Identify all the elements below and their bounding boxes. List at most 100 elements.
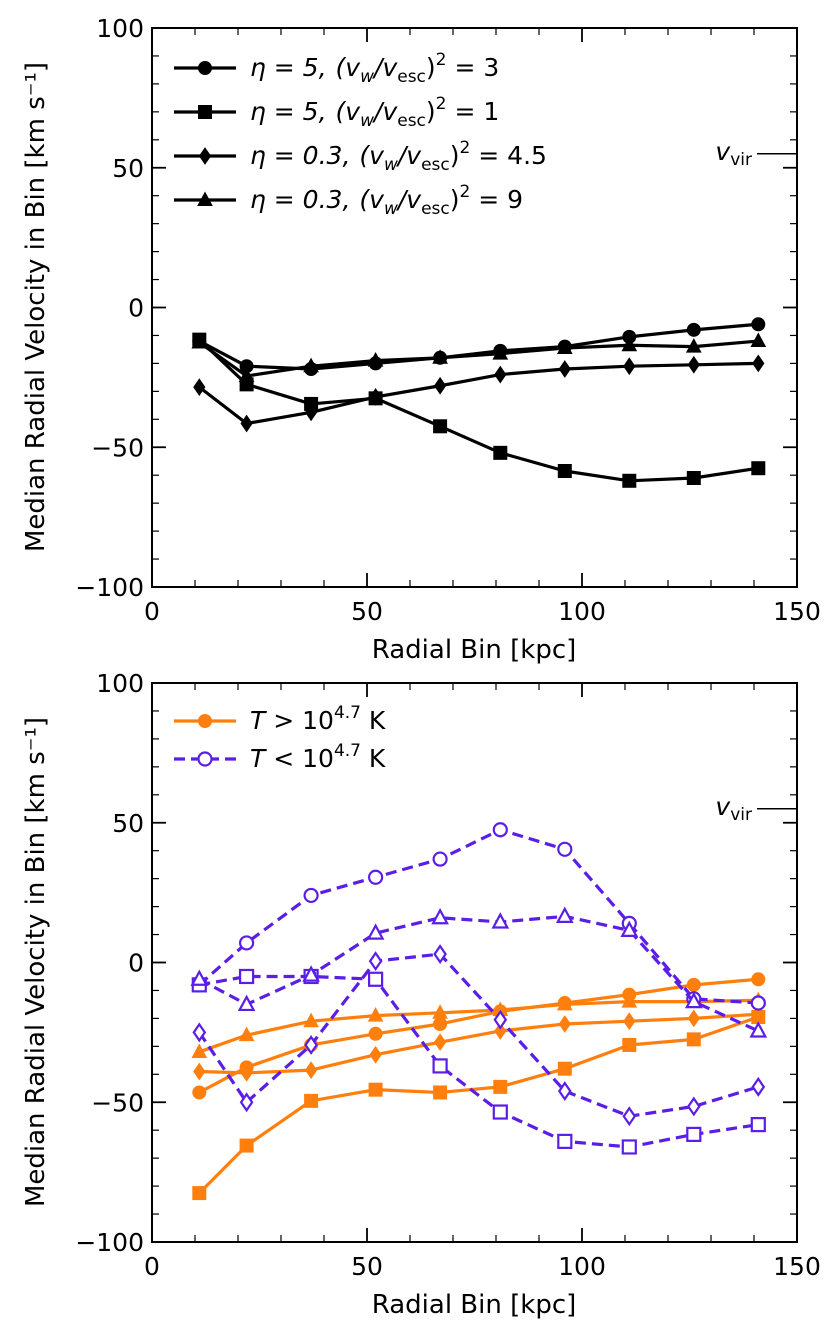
bottom-series-5 <box>191 822 766 1011</box>
bottom-panel: 0 50 100 150 −100 −50 0 50 100 vvir T > 104.7 K … <box>21 669 821 1320</box>
top-series-4-point <box>367 352 384 367</box>
bottom-legend-marker-hot <box>198 714 212 728</box>
bottom-legend: T > 104.7 K T < 104.7 K <box>174 703 386 773</box>
svg-text:η = 0.3,(vw/vesc)2 = 9: η = 0.3, (vw/vesc)2 = 9 <box>250 182 523 219</box>
top-series-3 <box>193 354 765 433</box>
top-series-3-point <box>687 355 700 374</box>
top-legend-marker-1 <box>198 61 212 75</box>
top-series-3-line <box>198 361 759 426</box>
top-series-4-line <box>198 339 759 378</box>
top-series-4-point <box>432 349 448 364</box>
top-series-1-point <box>686 322 701 337</box>
top-legend-entry-4: η = 0.3, (vw/vesc)2 = 9 <box>250 182 523 219</box>
bottom-series-8-point <box>190 969 209 986</box>
top-legend-marker-2 <box>198 105 212 119</box>
bottom-series-8-line <box>198 914 759 1033</box>
bottom-series-1-line <box>198 977 759 1094</box>
bottom-series-7-point <box>557 1081 572 1102</box>
top-series-3-point <box>623 357 636 376</box>
bottom-series-5-line <box>198 828 759 1005</box>
top-series-2-point <box>557 464 572 479</box>
bottom-y-tick-label: −50 <box>91 1088 144 1117</box>
bottom-series-1-point <box>433 1016 448 1031</box>
top-x-tick-label: 0 <box>144 597 160 626</box>
bottom-series-8-point <box>620 920 639 937</box>
bottom-series-6-point <box>557 1133 573 1149</box>
top-series-2-point <box>433 419 448 434</box>
bottom-series-2-point <box>192 1186 207 1201</box>
bottom-series-7-point <box>622 1106 637 1127</box>
bottom-series-6-point <box>621 1139 637 1155</box>
top-series-3-point <box>193 378 206 397</box>
top-series-1-point <box>751 317 766 332</box>
bottom-series-4-point <box>191 1043 208 1058</box>
bottom-vvir-marker: vvir <box>715 792 797 825</box>
bottom-vvir-label: vvir <box>715 792 752 825</box>
top-series-4-point <box>621 336 638 352</box>
bottom-series-5-point <box>492 822 508 838</box>
bottom-series-2-point <box>368 1082 383 1097</box>
bottom-series-4-line <box>198 998 759 1054</box>
bottom-series-2-point <box>622 1037 637 1052</box>
bottom-series-6-point <box>368 971 384 987</box>
top-legend-entry-2: η = 5, (vw/vesc)2 = 1 <box>250 94 499 131</box>
top-vvir-marker: vvir <box>715 137 797 170</box>
bottom-series-4-point <box>621 993 638 1008</box>
bottom-series-6 <box>191 968 766 1155</box>
bottom-series-1-point <box>192 1085 207 1100</box>
bottom-series-2-point <box>304 1093 319 1108</box>
top-vvir-label: vvir <box>715 137 752 170</box>
bottom-series-1-point <box>686 977 701 992</box>
bottom-series-3-point <box>558 1015 571 1033</box>
bottom-y-axis-label: Median Radial Velocity in Bin [km s⁻¹] <box>21 717 51 1207</box>
top-series-4-point <box>685 338 702 353</box>
top-y-tick-label: 0 <box>128 294 144 323</box>
bottom-series-2-point <box>686 1032 701 1047</box>
top-series-4-point <box>492 345 509 360</box>
bottom-series-1-point <box>368 1026 383 1041</box>
bottom-series-6-point <box>239 968 255 985</box>
bottom-series-8-point <box>431 907 449 925</box>
top-legend-marker-3 <box>198 147 212 165</box>
bottom-series-7-point <box>751 1076 766 1097</box>
top-series-2-point <box>686 470 701 485</box>
bottom-series-5-point <box>303 887 319 904</box>
top-x-tick-label: 150 <box>773 597 821 626</box>
top-legend: η = 5, (vw/vesc)2 = 3 η = 5, (vw/vesc)2 = … <box>174 50 547 219</box>
top-series-3-point <box>558 360 571 378</box>
bottom-y-tick-label: 50 <box>112 809 144 838</box>
bottom-series-6-point <box>686 1126 702 1142</box>
bottom-series-3-point <box>304 1061 318 1079</box>
top-y-tick-label: −100 <box>75 573 144 602</box>
bottom-series-7 <box>192 944 766 1127</box>
top-series-4-point <box>238 367 255 382</box>
top-series-3-point <box>369 388 382 406</box>
bottom-series-4-point <box>303 1012 319 1028</box>
top-series-3-point <box>304 403 318 422</box>
bottom-x-tick-label: 150 <box>773 1252 821 1281</box>
bottom-series-2-line <box>198 1015 759 1195</box>
bottom-series-7-point <box>686 1096 701 1117</box>
bottom-series-4 <box>191 991 767 1058</box>
bottom-series-8-point <box>491 912 510 929</box>
svg-text:η = 5,(vw/vesc)2 = 1: η = 5, (vw/vesc)2 = 1 <box>250 94 499 131</box>
top-plot-marks <box>191 317 767 488</box>
bottom-x-axis-label: Radial Bin [kpc] <box>372 1290 577 1320</box>
bottom-series-3-point <box>687 1009 700 1028</box>
bottom-series-6-point <box>492 1104 508 1120</box>
bottom-x-tick-label: 50 <box>351 1252 383 1281</box>
bottom-series-6-point <box>432 1058 448 1074</box>
bottom-plot-frame <box>151 682 798 1243</box>
top-series-2-point <box>622 473 637 488</box>
top-series-4-point <box>191 333 208 349</box>
bottom-x-tick-label: 100 <box>558 1252 606 1281</box>
top-legend-entry-3: η = 0.3, (vw/vesc)2 = 4.5 <box>250 138 547 175</box>
top-x-axis-label: Radial Bin [kpc] <box>372 635 577 665</box>
bottom-series-5-point <box>239 935 255 951</box>
bottom-ticks: 0 50 100 150 −100 −50 0 50 100 <box>75 669 821 1281</box>
svg-text:T < 104.7 K: T < 104.7 K <box>250 741 386 773</box>
bottom-series-1-point <box>751 972 766 987</box>
top-series-4-point <box>303 357 319 373</box>
svg-text:η = 5,(vw/vesc)2 = 3: η = 5, (vw/vesc)2 = 3 <box>250 50 499 87</box>
top-series-3-point <box>433 376 447 395</box>
